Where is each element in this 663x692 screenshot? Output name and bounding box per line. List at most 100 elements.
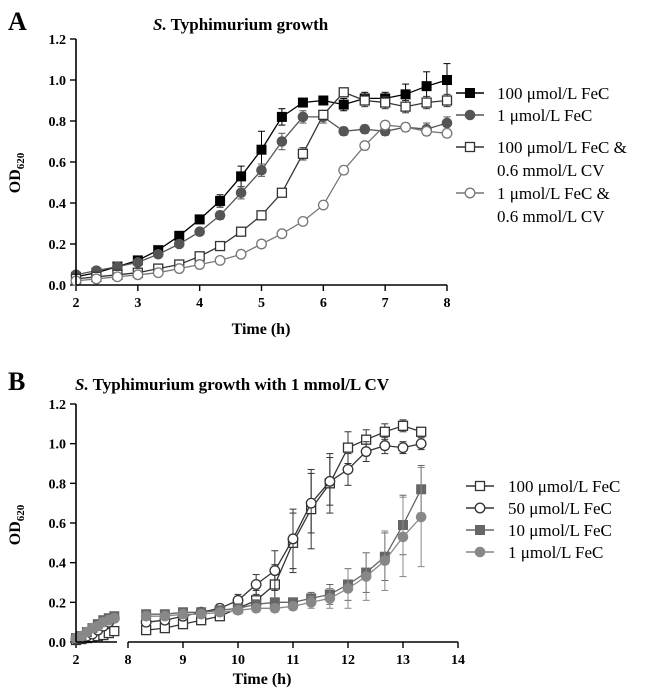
b-series-3-point-late-12 (360, 571, 372, 582)
b-series-3-point-late-10 (324, 593, 336, 604)
a-series-2-line (75, 91, 448, 280)
panel-a-title: S. Typhimurium growth (153, 15, 329, 34)
a-series-3-point-17 (421, 125, 433, 137)
b-series-1-line-late (146, 443, 422, 623)
a-ytick-label-1-0: 1.0 (49, 74, 67, 89)
a-series-3-point-15 (379, 119, 391, 131)
legend-a-1-fec-cv-marker (464, 187, 476, 199)
panel-b-x-ticks: 2 8 9 10 11 12 13 14 (73, 642, 465, 668)
b-xtick-label-14: 14 (451, 653, 465, 668)
a-series-2-point-15 (380, 97, 391, 108)
legend-a-1-fec-cv-label-2: 0.6 mmol/L CV (497, 207, 605, 226)
panel-b-series (70, 419, 427, 646)
b-series-3-point-late-1 (159, 610, 171, 622)
b-series-3-point-late-11 (342, 583, 354, 594)
a-series-1-point-9 (256, 164, 267, 176)
b-xtick-label-2: 2 (73, 653, 80, 668)
a-series-3 (70, 119, 453, 287)
panel-b-y-label-main: OD (7, 521, 24, 545)
b-series-1-point-late-15 (415, 438, 427, 450)
b-series-1-point-late-8 (287, 533, 299, 545)
a-ytick-label-0-6: 0.6 (49, 156, 67, 171)
a-series-0-point-17 (421, 81, 432, 92)
panel-b-x-label: Time (h) (233, 671, 292, 688)
b-series-3-point-late-8 (287, 601, 299, 612)
legend-a-100-fec-cv-label-2: 0.6 mmol/L CV (497, 161, 605, 180)
b-series-3-point-late-6 (250, 602, 262, 614)
panel-b-letter: B (8, 367, 25, 396)
a-series-2-point-17 (421, 97, 432, 108)
a-series-2-point-7 (214, 240, 226, 252)
a-series-3-point-13 (338, 164, 350, 176)
b-series-3-line-late (146, 516, 422, 617)
b-series-3-point-early-7 (108, 612, 120, 624)
a-series-0-point-7 (215, 195, 226, 206)
a-series-3-point-2 (111, 271, 123, 283)
panel-b-title-italic: S. (75, 375, 89, 394)
b-series-3-point-late-13 (379, 555, 391, 566)
b-ytick-label-0-6: 0.6 (49, 517, 67, 532)
panel-a-series (70, 63, 453, 287)
a-series-3-point-1 (90, 273, 102, 285)
b-series-3-point-late-0 (140, 610, 152, 622)
a-series-3-point-5 (173, 263, 185, 275)
b-xtick-label-13: 13 (396, 653, 410, 668)
b-series-3-point-late-5 (232, 604, 244, 616)
b-series-3-point-late-15 (415, 511, 427, 523)
a-xtick-label-3: 3 (134, 296, 141, 311)
a-series-1-point-8 (235, 187, 247, 199)
b-series-1-point-late-10 (324, 475, 336, 487)
a-ytick-label-0-8: 0.8 (49, 115, 67, 130)
b-series-0-point-late-15 (415, 426, 427, 437)
b-ytick-label-1-2: 1.2 (49, 398, 67, 413)
a-xtick-label-4: 4 (196, 296, 203, 311)
a-series-2 (70, 87, 453, 285)
a-xtick-label-7: 7 (382, 296, 389, 311)
b-series-3-point-late-2 (177, 608, 189, 620)
a-series-2-point-13 (338, 87, 349, 98)
panel-b-y-label: OD620 (7, 504, 27, 545)
a-series-1-point-3 (132, 257, 144, 268)
a-series-0-point-16 (400, 89, 411, 100)
panel-a-y-label: OD620 (7, 152, 27, 193)
b-series-0-point-early-7 (109, 625, 120, 637)
b-xtick-label-11: 11 (286, 653, 299, 668)
a-xtick-label-5: 5 (258, 296, 265, 311)
panel-a-title-rest: Typhimurium growth (167, 15, 329, 34)
b-xtick-label-10: 10 (231, 653, 245, 668)
legend-a-100-fec-cv-label-1: 100 μmol/L FeC & (497, 138, 627, 157)
panel-a-y-label-sub: 620 (15, 152, 27, 169)
panel-b-title-rest: Typhimurium growth with 1 mmol/L CV (89, 375, 390, 394)
a-series-1-point-10 (276, 136, 288, 147)
a-series-0-point-11 (297, 97, 308, 108)
legend-a-100-fec-marker (465, 88, 475, 98)
a-xtick-label-8: 8 (444, 296, 451, 311)
b-series-0-line-late (146, 425, 422, 631)
b-series-3-point-late-14 (397, 531, 409, 543)
a-series-1-point-14 (359, 123, 371, 135)
a-ytick-label-0-4: 0.4 (49, 197, 67, 212)
b-ytick-label-0-8: 0.8 (49, 477, 67, 492)
legend-b-10-fec-marker (475, 525, 485, 535)
b-series-3-point-late-9 (305, 597, 317, 608)
b-ytick-label-0-2: 0.2 (49, 596, 67, 611)
a-series-3-point-9 (256, 238, 267, 250)
legend-b-100-fec: 100 μmol/L FeC (466, 477, 620, 496)
b-series-3-point-late-4 (214, 606, 226, 618)
legend-a-100-fec-label: 100 μmol/L FeC (497, 84, 609, 103)
b-series-1-point-late-9 (305, 497, 317, 509)
a-ytick-label-0-0: 0.0 (49, 279, 67, 294)
b-ytick-label-0-4: 0.4 (49, 557, 67, 572)
a-series-3-point-11 (297, 215, 309, 227)
panel-a-x-ticks: 2 3 4 5 6 7 8 (73, 285, 451, 311)
a-series-0-point-10 (276, 111, 287, 122)
panel-b-legend: 100 μmol/L FeC 50 μmol/L FeC 10 μmol/L F… (466, 477, 620, 562)
a-series-2-point-9 (256, 210, 267, 221)
panel-b-y-label-sub: 620 (15, 504, 27, 521)
a-series-1-point-13 (338, 125, 350, 137)
panel-b: B S. Typhimurium growth with 1 mmol/L CV… (7, 367, 620, 688)
b-series-1-point-late-12 (360, 446, 372, 458)
panel-b-title: S. Typhimurium growth with 1 mmol/L CV (75, 375, 390, 394)
b-series-1-point-late-6 (250, 579, 262, 590)
a-series-2-point-18 (441, 95, 453, 106)
